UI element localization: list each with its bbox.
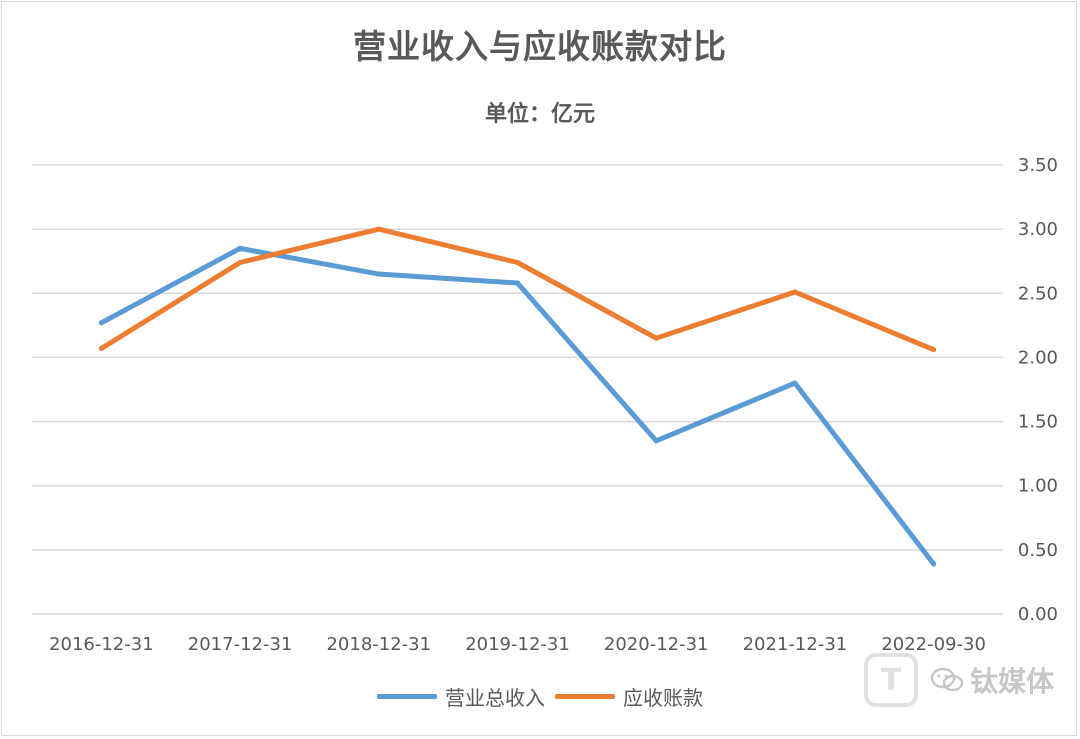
y-tick-label: 2.00 (1018, 347, 1058, 368)
data-point-1-2 (376, 226, 382, 232)
legend-label-revenue: 营业总收入 (445, 686, 545, 710)
legend-item-revenue: 营业总收入 (377, 682, 545, 711)
data-point-0-0 (98, 320, 104, 326)
data-point-0-6 (931, 561, 937, 567)
legend-item-receivables: 应收账款 (555, 682, 703, 711)
data-point-0-2 (376, 271, 382, 277)
y-tick-label: 3.00 (1018, 219, 1058, 240)
x-tick-label: 2016-12-31 (49, 634, 154, 655)
watermark-text: 钛媒体 (969, 665, 1054, 698)
y-tick-label: 0.00 (1018, 604, 1058, 625)
data-point-1-0 (98, 345, 104, 351)
x-tick-label: 2022-09-30 (881, 634, 986, 655)
data-point-0-1 (237, 245, 243, 251)
data-point-0-3 (515, 280, 520, 286)
chart-title: 营业收入与应收账款对比 (353, 27, 727, 66)
data-point-1-6 (931, 347, 937, 353)
y-tick-label: 1.50 (1018, 412, 1058, 433)
x-tick-label: 2017-12-31 (188, 634, 293, 655)
legend: 营业总收入 应收账款 (0, 682, 1080, 711)
data-point-1-3 (515, 259, 520, 265)
y-tick-label: 3.50 (1018, 155, 1058, 176)
data-point-0-5 (792, 380, 798, 386)
data-point-0-4 (653, 438, 659, 444)
x-tick-label: 2018-12-31 (326, 634, 431, 655)
legend-swatch-receivables (555, 694, 615, 699)
watermark-brand: 钛媒体 (930, 660, 1054, 700)
data-point-1-5 (792, 289, 798, 295)
y-tick-label: 2.50 (1018, 283, 1058, 304)
x-tick-label: 2019-12-31 (465, 634, 570, 655)
series-line-1 (98, 226, 937, 353)
y-tick-label: 0.50 (1018, 540, 1058, 561)
legend-label-receivables: 应收账款 (623, 686, 703, 710)
wechat-icon (930, 667, 964, 692)
x-tick-label: 2021-12-31 (743, 634, 848, 655)
watermark: T 钛媒体 (863, 653, 1054, 707)
watermark-logo: T (863, 653, 918, 707)
legend-swatch-revenue (377, 694, 437, 699)
data-point-1-4 (653, 335, 659, 341)
y-tick-label: 1.00 (1018, 476, 1058, 497)
data-point-1-1 (237, 259, 243, 265)
x-tick-label: 2020-12-31 (604, 634, 709, 655)
chart-subtitle: 单位：亿元 (484, 102, 595, 127)
